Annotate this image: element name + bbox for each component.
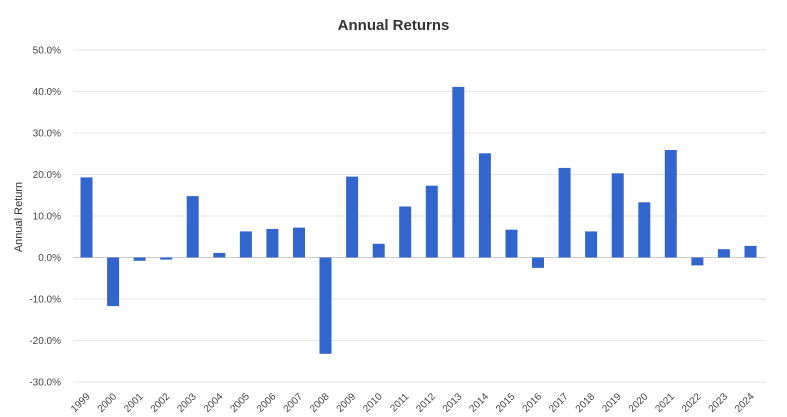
x-tick-label: 2022	[680, 391, 704, 415]
x-tick-label: 2009	[335, 391, 359, 415]
y-tick-label: -20.0%	[29, 336, 61, 347]
x-tick-label: 2002	[149, 391, 173, 415]
bars	[80, 86, 757, 354]
x-tick-label: 2014	[468, 391, 492, 415]
bar-2018[interactable]	[585, 231, 598, 258]
x-tick-label: 2006	[255, 391, 279, 415]
bar-2007[interactable]	[293, 227, 305, 258]
y-tick-label: 0.0%	[38, 253, 61, 264]
bar-2012[interactable]	[425, 185, 438, 258]
bar-2000[interactable]	[107, 257, 120, 307]
x-tick-label: 2020	[627, 391, 651, 415]
x-tick-label: 2011	[388, 391, 411, 414]
bar-2020[interactable]	[638, 202, 651, 258]
bar-2021[interactable]	[664, 150, 677, 258]
bar-2004[interactable]	[213, 252, 226, 258]
y-tick-label: 50.0%	[33, 46, 61, 57]
bar-2008[interactable]	[319, 257, 332, 354]
y-tick-label: 20.0%	[33, 170, 61, 181]
bar-2022[interactable]	[691, 257, 704, 266]
x-tick-label: 2024	[733, 391, 757, 415]
bar-2009[interactable]	[346, 176, 359, 258]
x-tick-label: 2005	[228, 391, 252, 415]
x-tick-label: 2003	[175, 391, 199, 415]
bar-2015[interactable]	[505, 229, 518, 258]
x-tick-label: 2013	[441, 391, 465, 415]
grid-lines	[73, 49, 766, 383]
y-tick-label: 10.0%	[33, 212, 61, 223]
bar-2017[interactable]	[558, 167, 571, 258]
bar-2013[interactable]	[452, 86, 465, 258]
x-tick-label: 2000	[96, 391, 120, 415]
x-tick-label: 2012	[414, 391, 438, 415]
x-tick-label: 2015	[494, 391, 518, 415]
x-tick-label: 2021	[653, 391, 677, 415]
y-axis-ticks: 50.0% 40.0% 30.0% 20.0% 10.0% 0.0% -10.0% -20.0…	[29, 46, 61, 389]
bar-1999[interactable]	[80, 177, 93, 258]
bar-2023[interactable]	[717, 249, 730, 258]
bar-2024[interactable]	[744, 245, 757, 258]
bar-2003[interactable]	[186, 196, 199, 258]
x-tick-label: 2007	[282, 391, 306, 415]
bar-2010[interactable]	[372, 243, 385, 258]
bar-2014[interactable]	[478, 153, 491, 258]
x-tick-label: 2004	[202, 391, 226, 415]
bar-2001[interactable]	[133, 257, 146, 261]
x-axis-ticks: 1999 2000 2001 2002 2003 2004 2005 2006 2007 2008…	[69, 391, 757, 415]
bar-2005[interactable]	[239, 231, 252, 258]
x-tick-label: 2001	[122, 391, 146, 415]
chart-title: Annual Returns	[337, 17, 450, 34]
y-tick-label: 40.0%	[33, 87, 61, 98]
bar-2011[interactable]	[399, 206, 412, 258]
y-tick-label: -10.0%	[29, 295, 61, 306]
y-tick-label: -30.0%	[29, 378, 61, 389]
x-tick-label: 2010	[361, 391, 385, 415]
x-tick-label: 2008	[308, 391, 332, 415]
x-tick-label: 2019	[600, 391, 624, 415]
bar-2006[interactable]	[266, 228, 279, 258]
y-axis-label: Annual Return	[13, 182, 25, 252]
bar-2002[interactable]	[160, 257, 173, 260]
x-tick-label: 2016	[521, 391, 545, 415]
x-tick-label: 2023	[707, 391, 731, 415]
x-tick-label: 2018	[574, 391, 598, 415]
bar-2019[interactable]	[611, 173, 624, 258]
bar-2016[interactable]	[532, 257, 544, 268]
y-tick-label: 30.0%	[33, 129, 61, 140]
x-tick-label: 1999	[69, 391, 93, 415]
x-tick-label: 2017	[547, 391, 571, 415]
